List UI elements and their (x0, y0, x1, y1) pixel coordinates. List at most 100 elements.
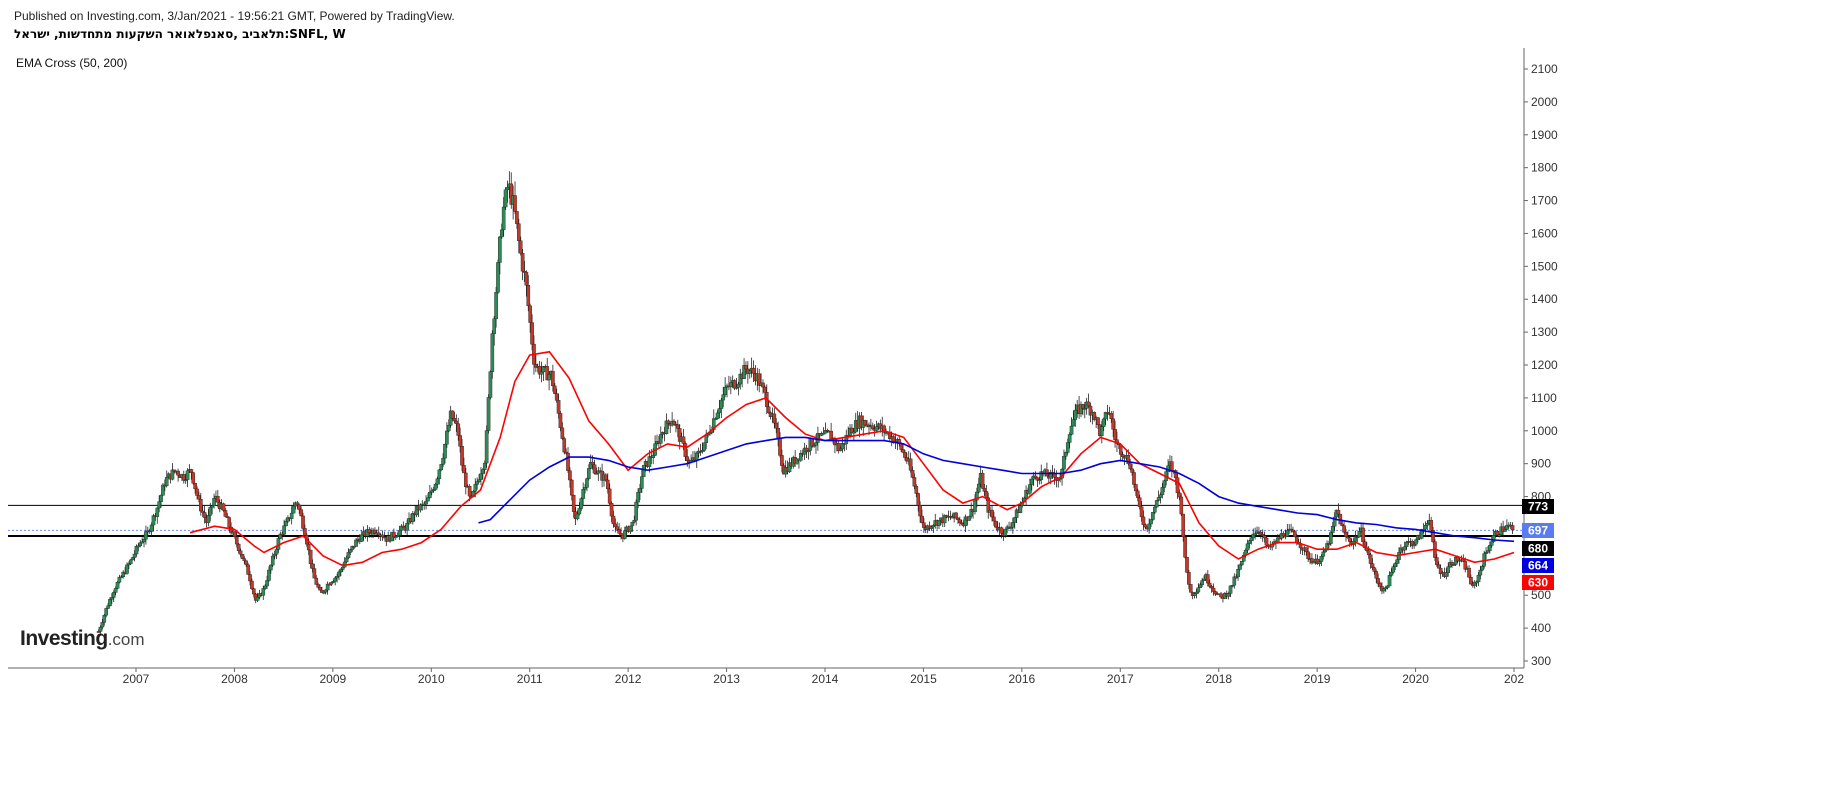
candle-body (221, 503, 226, 511)
candle-body (155, 507, 160, 517)
candle-body (1374, 571, 1379, 579)
candle-body (473, 484, 478, 492)
candle-body (1259, 532, 1263, 535)
x-tick-label: 2015 (910, 672, 937, 686)
candle-body (530, 322, 534, 345)
candle-body (736, 383, 741, 388)
candle-body (1137, 497, 1142, 507)
candle-body (223, 510, 228, 517)
y-tick-label: 1100 (1531, 391, 1557, 405)
candle-body (320, 589, 324, 593)
candle-body (901, 449, 905, 453)
candle-body (441, 457, 445, 465)
candle-body (929, 526, 934, 529)
candle-body (1241, 554, 1246, 562)
candle-body (503, 189, 508, 208)
candle-body (870, 425, 875, 429)
candle-body (195, 488, 199, 496)
candle-body (990, 509, 994, 518)
candle-body (556, 400, 561, 414)
candle-body (583, 487, 587, 490)
candle-body (982, 488, 987, 492)
candle-body (1444, 572, 1449, 577)
candle-body (666, 420, 671, 424)
candle-body (1425, 523, 1430, 526)
candle-body (967, 516, 972, 521)
candle-body (1109, 413, 1114, 420)
candle-body (980, 472, 985, 489)
candle-body (1306, 551, 1310, 560)
candle-body (1414, 539, 1418, 545)
candle-body (1086, 401, 1091, 407)
candle-body (1064, 452, 1068, 457)
candle-body (272, 553, 277, 557)
candle-body (1368, 554, 1373, 564)
indicator-label[interactable]: EMA Cross (50, 200) (16, 56, 128, 70)
price-tag-label: 697 (1528, 524, 1548, 538)
y-tick-label: 1300 (1531, 325, 1558, 339)
x-tick-label: 202 (1504, 672, 1524, 686)
candle-body (863, 420, 868, 426)
candle-body (1011, 522, 1015, 528)
candle-body (344, 557, 349, 563)
candle-body (134, 546, 139, 555)
candle-body (1141, 516, 1146, 525)
candle-body (810, 438, 815, 447)
x-axis-ticks: 2007 2008 2009 2010 2011 2012 2013 2014 2015 2016… (123, 668, 1524, 686)
candle-body (1467, 567, 1471, 578)
candle-body (267, 569, 271, 581)
candle-body (1120, 454, 1125, 457)
y-tick-label: 1000 (1531, 424, 1558, 438)
candle-body (747, 370, 752, 374)
candle-body (1281, 533, 1286, 537)
candle-body (308, 549, 313, 565)
candle-body (528, 305, 532, 323)
candle-body (505, 187, 510, 190)
candle-body (763, 386, 767, 393)
candle-body (1436, 564, 1441, 569)
candle-body (1183, 536, 1187, 558)
candle-body (634, 501, 638, 521)
candle-body (216, 496, 220, 503)
candle-body (1198, 584, 1203, 588)
candle-body (380, 534, 385, 538)
candle-body (236, 543, 241, 551)
candle-body (1495, 531, 1500, 536)
candle-body (446, 425, 451, 432)
candle-body (729, 382, 733, 388)
candle-body (1330, 525, 1335, 533)
candle-body (393, 536, 398, 538)
candle-body (513, 195, 517, 212)
candle-body (641, 465, 646, 477)
candle-body (238, 550, 243, 555)
candle-body (1177, 492, 1182, 498)
candle-body (176, 470, 180, 476)
candle-body (1185, 557, 1189, 573)
x-tick-label: 2016 (1009, 672, 1036, 686)
candle-body (246, 564, 250, 575)
x-tick-label: 2013 (713, 672, 740, 686)
candle-body (284, 521, 288, 527)
candle-body (554, 393, 559, 401)
candle-body (774, 422, 779, 429)
candle-body (1412, 543, 1416, 547)
candle-body (1226, 593, 1231, 597)
candle-body (717, 408, 722, 414)
candle-body (1264, 537, 1269, 546)
y-tick-label: 1200 (1531, 358, 1558, 372)
candle-body (252, 588, 256, 595)
candle-body (486, 397, 491, 431)
candle-body (587, 468, 591, 479)
y-tick-label: 1700 (1531, 194, 1558, 208)
candle-body (766, 406, 771, 413)
candle-body (1293, 531, 1297, 538)
candle-body (467, 486, 472, 497)
candle-body (1130, 468, 1134, 473)
candle-body (206, 515, 211, 523)
candle-body (914, 486, 919, 494)
candle-body (191, 472, 196, 484)
candle-body (721, 394, 726, 401)
candle-body (242, 558, 247, 562)
candle-body (462, 465, 466, 474)
